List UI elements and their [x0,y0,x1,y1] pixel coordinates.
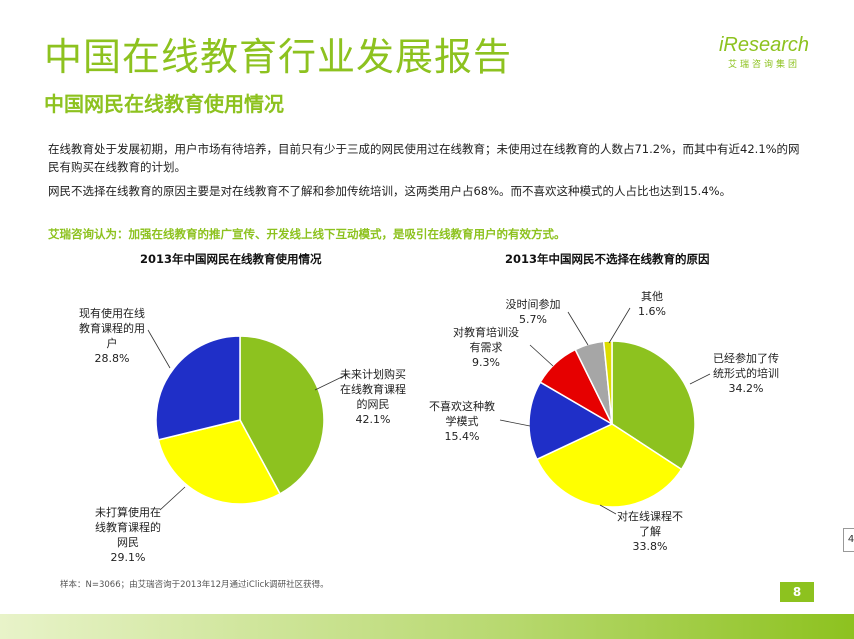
paragraph-reasons: 网民不选择在线教育的原因主要是对在线教育不了解和参加传统培训，这两类用户占68%… [48,184,732,198]
chart1-leader-line-3 [147,329,171,369]
chart1-title: 2013年中国网民在线教育使用情况 [140,252,322,266]
chart2-value-label-3: 15.4% [445,430,480,443]
chart1-category-label-1: 在线教育课程 [340,382,406,396]
chart2-category-label-1: 已经参加了传 [713,351,779,365]
section-subtitle: 中国网民在线教育使用情况 [44,92,284,116]
page-title: 中国在线教育行业发展报告 [44,35,513,79]
edge-page-tab: 4 [843,528,854,552]
chart2-leader-line-5 [567,311,589,346]
chart1-category-label-1: 未来计划购买 [340,367,406,381]
chart2-value-label-6: 1.6% [638,305,666,318]
chart2-category-label-5: 没时间参加 [506,297,561,311]
chart1-category-label-3: 教育课程的用 [79,321,145,335]
logo-wordmark: iResearch [718,34,810,56]
page-number: 8 [780,582,814,602]
logo-tagline: 艾瑞咨询集团 [727,60,800,70]
chart1-category-label-2: 线教育课程的 [95,520,161,534]
chart2-value-label-2: 33.8% [633,540,668,553]
footer-bar [0,614,854,639]
chart1-slice-1 [239,335,325,495]
chart2-value-label-1: 34.2% [729,382,764,395]
chart1-value-label-1: 42.1% [356,413,391,426]
paragraph-usage: 在线教育处于发展初期，用户市场有待培养，目前只有少于三成的网民使用过在线教育；未… [48,142,800,174]
chart2-leader-line-2 [599,504,617,515]
analyst-note: 艾瑞咨询认为：加强在线教育的推广宣传、开发线上线下互动模式，是吸引在线教育用户的… [48,227,566,241]
chart2-category-label-4: 对教育培训没 [453,325,519,339]
chart2-slice-2 [535,423,683,508]
chart2-leader-line-4 [529,344,554,367]
chart2-leader-line-6 [608,307,631,344]
chart2-leader-line-1 [689,373,711,385]
chart1-slice-3 [155,335,241,441]
chart1-category-label-3: 现有使用在线 [79,306,145,320]
chart2-category-label-6: 其他 [641,290,663,303]
chart2-slice-3 [528,381,614,461]
chart1-value-label-3: 28.8% [95,352,130,365]
chart2-slice-label-5: 没时间参加 5.7% [506,297,561,326]
chart2-category-label-2: 了解 [639,524,661,538]
chart2-leader-line-3 [499,419,531,427]
chart1-leader-line-2 [159,486,186,511]
chart1-leader-line-1 [314,373,349,391]
chart2-category-label-2: 对在线课程不 [617,509,683,523]
chart1-value-label-2: 29.1% [111,551,146,564]
iresearch-logo: iResearch 艾瑞咨询集团 [714,34,814,70]
source-note: 样本：N=3066；由艾瑞咨询于2013年12月通过iClick调研社区获得。 [60,580,329,590]
chart2-category-label-1: 统形式的培训 [713,366,779,380]
chart2-value-label-5: 5.7% [519,313,547,326]
chart1-category-label-3: 户 [107,336,118,350]
chart2-slice-6 [602,340,613,425]
chart1-slice-2 [157,419,282,505]
chart2-value-label-4: 9.3% [472,356,500,369]
chart2-category-label-4: 有需求 [470,340,503,354]
chart2-title: 2013年中国网民不选择在线教育的原因 [505,252,710,266]
chart1-category-label-2: 未打算使用在 [95,505,161,519]
chart1-category-label-1: 的网民 [357,397,390,411]
chart2-category-label-3: 学模式 [446,414,479,428]
chart1-category-label-2: 网民 [117,536,139,549]
chart2-slice-label-6: 其他 1.6% [638,290,666,318]
chart2-category-label-3: 不喜欢这种教 [429,399,495,413]
